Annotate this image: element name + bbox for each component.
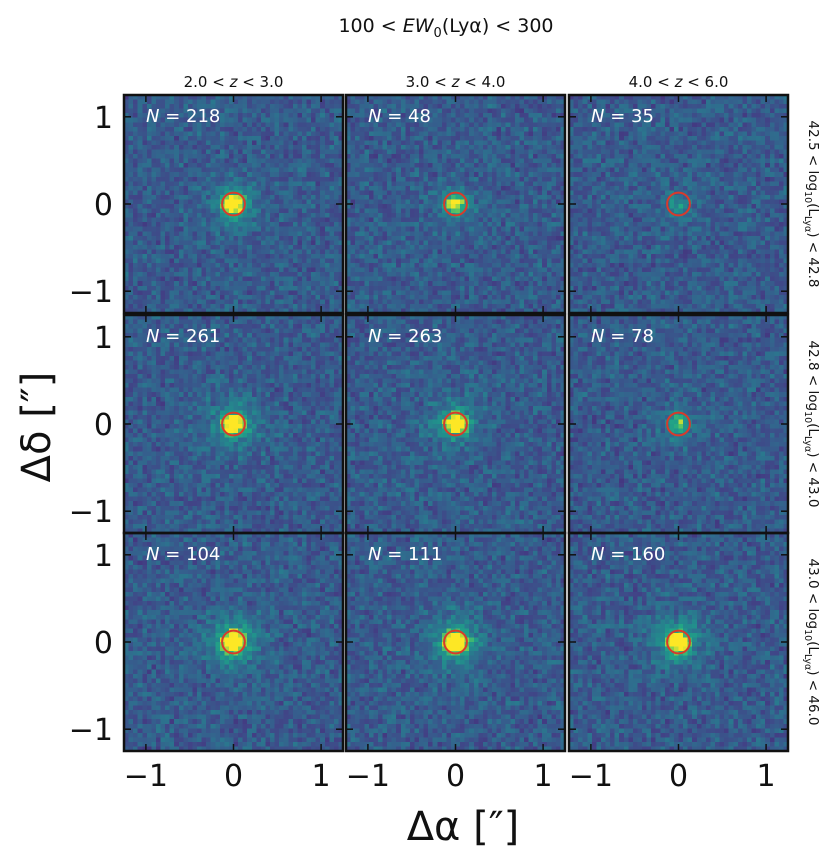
aperture-circle [666,191,691,217]
stack-panel-3-2: N = 111 [346,533,565,751]
y-tick-label: −1 [69,275,113,310]
aperture-circle [666,411,691,437]
panel-frame [122,93,345,315]
y-tick-label: 1 [94,321,113,356]
stack-image [569,95,788,313]
stack-image [346,95,565,313]
y-axis-label: Δδ [″] [14,372,60,483]
luminosity-row-label-1: 42.5 < log10(LLyα) < 42.8 [802,121,821,288]
stack-panel-3-1: N = 104 [124,533,343,751]
stack-image [569,533,788,751]
aperture-circle [443,411,468,437]
stack-panel-2-2: N = 263 [346,315,565,533]
x-axis-ticks: −1 0 1 −1 0 1 −1 0 1 [124,759,776,794]
panel-frame [567,531,790,753]
stack-panel-2-1: N = 261 [124,315,343,533]
aperture-circle [221,191,246,217]
x-tick-label: 1 [534,759,553,794]
x-tick-label: −1 [569,759,613,794]
stack-image [124,95,343,313]
aperture-circle [221,629,246,655]
y-axis-ticks: −1 0 1 −1 0 1 −1 0 1 [69,101,113,748]
luminosity-row-label-3: 43.0 < log10(LLyα) < 46.0 [802,559,821,726]
sample-count-label: N = 111 [368,544,442,565]
redshift-column-label-2: 3.0 < z < 4.0 [406,73,506,91]
sample-count-label: N = 35 [591,106,654,127]
x-tick-label: 1 [757,759,776,794]
panel-frame [122,531,345,753]
y-tick-label: 1 [94,101,113,136]
x-axis-label: Δα [″] [407,804,520,850]
x-tick-label: 0 [224,759,243,794]
stack-image [346,315,565,533]
y-tick-label: 1 [94,539,113,574]
sample-count-label: N = 261 [146,326,220,347]
stack-image [346,533,565,751]
panel-frame [344,93,567,315]
panel-grid: N = 218 N = 48 N = 35 N = 261 N = 263 N = 78 N… [124,95,788,751]
sample-count-label: N = 48 [368,106,431,127]
x-tick-label: 0 [669,759,688,794]
aperture-circle [443,191,468,217]
panel-frame [344,531,567,753]
x-tick-label: −1 [346,759,390,794]
redshift-column-label-1: 2.0 < z < 3.0 [184,73,284,91]
stack-image [569,315,788,533]
aperture-circle [666,629,691,655]
stack-panel-3-3: N = 160 [569,533,788,751]
stack-panel-1-3: N = 35 [569,95,788,313]
aperture-circle [443,629,468,655]
stack-image [124,315,343,533]
aperture-circle [221,411,246,437]
y-tick-label: 0 [94,188,113,223]
y-tick-label: −1 [69,495,113,530]
sample-count-label: N = 160 [591,544,665,565]
x-tick-label: 1 [312,759,331,794]
sample-count-label: N = 78 [591,326,654,347]
x-tick-label: −1 [124,759,168,794]
panel-frame [567,93,790,315]
stack-panel-1-2: N = 48 [346,95,565,313]
stack-image [124,533,343,751]
y-tick-label: 0 [94,408,113,443]
column-labels: 2.0 < z < 3.0 3.0 < z < 4.0 4.0 < z < 6.0 [184,73,729,91]
stack-panel-2-3: N = 78 [569,315,788,533]
sample-count-label: N = 104 [146,544,220,565]
y-tick-label: 0 [94,626,113,661]
luminosity-row-label-2: 42.8 < log10(LLyα) < 43.0 [802,341,821,508]
figure-title: 100 < EW0(Lyα) < 300 [338,15,553,41]
panel-frames [122,93,790,753]
sample-count-label: N = 263 [368,326,442,347]
y-tick-label: −1 [69,713,113,748]
x-tick-label: 0 [446,759,465,794]
stack-panel-1-1: N = 218 [124,95,343,313]
sample-count-label: N = 218 [146,106,220,127]
redshift-column-label-3: 4.0 < z < 6.0 [629,73,729,91]
row-labels: 42.5 < log10(LLyα) < 42.8 42.8 < log10(LL… [802,121,821,726]
